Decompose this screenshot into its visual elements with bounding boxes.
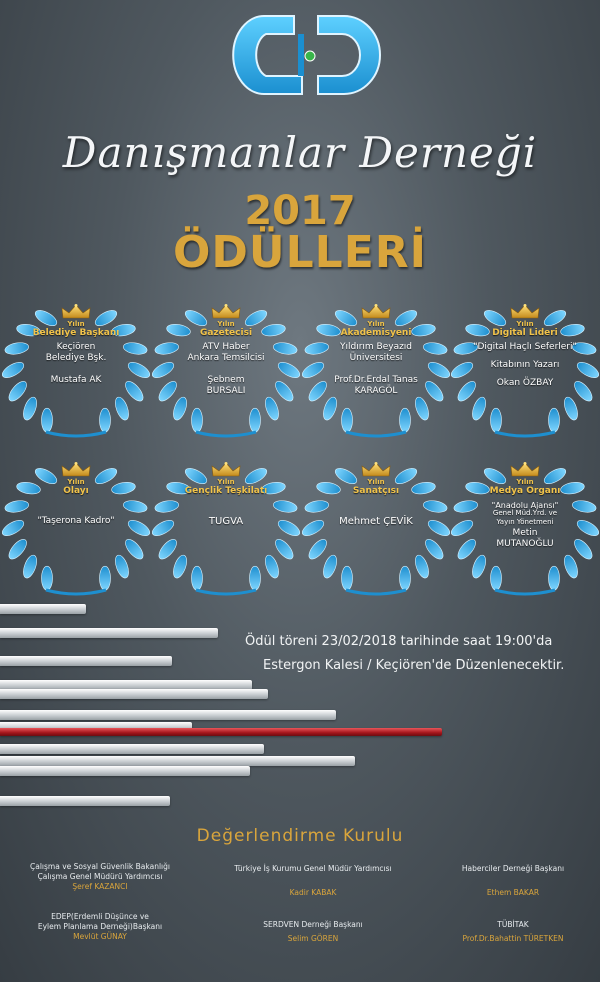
award-detail: Ankara Temsilcisi [187,353,265,363]
award-category: Gençlik Teşkilatı [184,486,268,496]
decorative-bar [0,604,86,614]
decorative-bar [0,689,268,699]
ceremony-venue-line: Estergon Kalesi / Keçiören'de Düzenlenec… [263,658,565,673]
award-detail: Yıldırım Beyazıd [339,342,413,352]
decorative-bar [0,656,172,666]
award-category: Digital Lideri [492,328,558,338]
award-prefix: Yılın [67,478,85,486]
awards-year: 2017 [244,188,356,234]
crown-icon [361,304,391,319]
decorative-bar [0,766,250,776]
award-category: Belediye Başkanı [32,328,120,338]
committee-member: Çalışma ve Sosyal Güvenlik Bakanlığı Çal… [14,862,186,892]
association-name: Danışmanlar Derneği [62,128,538,177]
award-academic: Yılın Akademisyeni Yıldırım Beyazıd Üniv… [302,290,450,440]
committee-member: EDEP(Erdemli Düşünce ve Eylem Planlama D… [14,912,186,942]
award-journalist: Yılın Gazetecisi ATV Haber Ankara Temsil… [152,290,300,440]
crown-icon [510,304,540,319]
decorative-bar [0,710,336,720]
crown-icon [61,462,91,477]
member-role: Eylem Planlama Derneği)Başkanı [37,922,163,931]
decorative-bar [0,722,192,732]
decorative-bar [0,628,218,638]
award-detail: Üniversitesi [349,353,403,363]
committee-member: Türkiye İş Kurumu Genel Müdür Yardımcısı… [206,864,420,898]
award-artist: Yılın Sanatçısı Mehmet ÇEVİK [302,448,450,598]
crown-icon [361,462,391,477]
committee-member: TÜBİTAK Prof.Dr.Bahattin TÜRETKEN [430,920,596,944]
award-digital-leader: Yılın Digital Lideri "Digital Haçlı Sefe… [451,290,599,440]
award-prefix: Yılın [367,478,385,486]
award-youth-organization: Yılın Gençlik Teşkilatı TUGVA [152,448,300,598]
award-detail: Keçiören [56,342,96,352]
member-role: Haberciler Derneği Başkanı [461,864,565,873]
crown-icon [211,462,241,477]
member-role: Türkiye İş Kurumu Genel Müdür Yardımcısı [234,864,392,873]
award-detail: Belediye Bşk. [45,353,107,363]
member-role: Çalışma ve Sosyal Güvenlik Bakanlığı [30,862,170,871]
award-winner: KARAGÖL [354,386,398,396]
member-role: SERDVEN Derneği Başkanı [263,920,363,929]
decorative-bar [0,796,170,806]
award-category: Medya Organı [489,486,561,496]
association-logo [232,15,381,95]
crown-icon [211,304,241,319]
award-winner: TUGVA [208,516,244,527]
member-name: Şeref KAZANCI [72,882,128,891]
award-detail: Genel Müd.Yrd. ve [492,509,558,517]
award-detail: Kitabının Yazarı [490,360,560,370]
award-winner: BURSALI [206,386,246,396]
award-prefix: Yılın [367,320,385,328]
committee-title: Değerlendirme Kurulu [196,826,404,846]
crown-icon [61,304,91,319]
award-winner: "Taşerona Kadro" [37,516,115,526]
award-detail: "Anadolu Ajansı" [491,501,559,510]
award-detail: "Digital Haçlı Seferleri" [473,342,577,352]
award-winner: Şebnem [207,375,245,385]
awards-title: ÖDÜLLERİ [172,227,428,278]
award-prefix: Yılın [516,478,534,486]
ceremony-info: Ödül töreni 23/02/2018 tarihinde saat 19… [245,630,595,678]
member-name: Ethem BAKAR [486,888,540,897]
award-prefix: Yılın [67,320,85,328]
award-detail: ATV Haber [202,342,250,352]
ceremony-date-line: Ödül töreni 23/02/2018 tarihinde saat 19… [245,634,553,649]
award-winner: MUTANOĞLU [496,539,554,549]
member-name: Kadir KABAK [289,888,337,897]
award-mayor: Yılın Belediye Başkanı Keçiören Belediye… [2,290,150,440]
committee-member: Haberciler Derneği Başkanı Ethem BAKAR [430,864,596,898]
decorative-bar [0,756,355,766]
award-detail: Yayın Yönetmeni [496,518,554,526]
member-role: EDEP(Erdemli Düşünce ve [51,912,149,921]
award-media-organ: Yılın Medya Organı "Anadolu Ajansı" Gene… [451,448,599,598]
award-prefix: Yılın [516,320,534,328]
award-winner: Metin [512,528,538,538]
committee-member: SERDVEN Derneği Başkanı Selim GÖREN [206,920,420,944]
member-role: TÜBİTAK [497,920,529,929]
award-category: Gazetecisi [199,328,253,338]
crown-icon [510,462,540,477]
award-event: Yılın Olayı "Taşerona Kadro" [2,448,150,598]
award-prefix: Yılın [217,478,235,486]
decorative-bar [0,680,252,690]
award-category: Akademisyeni [340,328,412,338]
member-name: Prof.Dr.Bahattin TÜRETKEN [462,934,564,943]
award-winner: Prof.Dr.Erdal Tanas [334,375,418,385]
member-name: Mevlüt GÜNAY [73,932,127,941]
member-role: Çalışma Genel Müdürü Yardımcısı [37,872,163,881]
award-winner: Mehmet ÇEVİK [339,516,413,527]
award-winner: Okan ÖZBAY [496,378,554,388]
award-category: Sanatçısı [352,486,400,496]
award-prefix: Yılın [217,320,235,328]
decorative-red-bar [0,728,442,736]
award-category: Olayı [63,486,89,496]
decorative-bar [0,744,264,754]
member-name: Selim GÖREN [287,934,339,943]
award-winner: Mustafa AK [50,375,102,385]
